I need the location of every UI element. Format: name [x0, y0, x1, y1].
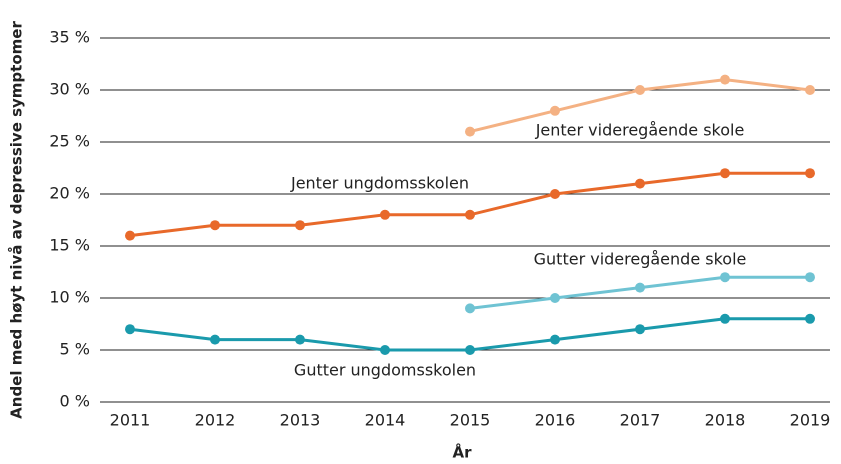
- y-tick-label: 10 %: [49, 288, 90, 307]
- x-tick-label: 2017: [620, 411, 661, 430]
- data-point: [720, 272, 730, 283]
- data-point: [295, 334, 305, 345]
- data-point: [465, 209, 475, 220]
- series-line: [129, 171, 810, 238]
- data-point: [635, 178, 645, 189]
- data-point: [125, 324, 135, 335]
- data-point: [465, 126, 475, 137]
- y-axis-title: Andel med høyt nivå av depressive sympto…: [8, 21, 26, 419]
- data-point: [295, 220, 305, 231]
- x-tick-label: 2018: [705, 411, 746, 430]
- y-tick-label: 30 %: [49, 80, 90, 99]
- data-point: [380, 345, 390, 355]
- y-tick-label: 5 %: [60, 340, 90, 359]
- data-point: [550, 334, 560, 345]
- y-tick-label: 20 %: [49, 184, 90, 203]
- data-point: [720, 74, 730, 85]
- data-point: [635, 85, 645, 95]
- x-tick-label: 2012: [195, 411, 236, 430]
- data-point: [720, 313, 730, 324]
- data-point: [550, 189, 560, 199]
- series-label: Gutter ungdomsskolen: [294, 361, 476, 380]
- data-point: [465, 345, 475, 355]
- data-point: [550, 293, 560, 303]
- data-point: [210, 220, 220, 231]
- data-point: [805, 272, 815, 283]
- data-point: [465, 303, 475, 314]
- data-point: [805, 85, 815, 95]
- x-tick-label: 2011: [110, 411, 151, 430]
- data-point: [210, 334, 220, 345]
- x-tick-label: 2019: [790, 411, 831, 430]
- data-point: [635, 282, 645, 293]
- y-tick-label: 35 %: [49, 28, 90, 47]
- data-point: [380, 209, 390, 220]
- x-tick-label: 2014: [365, 411, 406, 430]
- series-label: Gutter videregående skole: [534, 250, 747, 269]
- x-tick-label: 2013: [280, 411, 321, 430]
- data-point: [635, 324, 645, 335]
- x-axis-title: År: [452, 443, 472, 462]
- data-point: [805, 168, 815, 179]
- y-tick-label: 0 %: [60, 392, 90, 411]
- series-label: Jenter ungdomsskolen: [290, 174, 469, 193]
- series-line: [469, 275, 810, 310]
- y-tick-label: 15 %: [49, 236, 90, 255]
- y-tick-label: 25 %: [49, 132, 90, 151]
- x-tick-label: 2015: [450, 411, 491, 430]
- data-point: [720, 168, 730, 179]
- data-point: [550, 105, 560, 116]
- series-label: Jenter videregående skole: [535, 121, 745, 140]
- x-tick-label: 2016: [535, 411, 576, 430]
- data-point: [125, 230, 135, 241]
- data-point: [805, 313, 815, 324]
